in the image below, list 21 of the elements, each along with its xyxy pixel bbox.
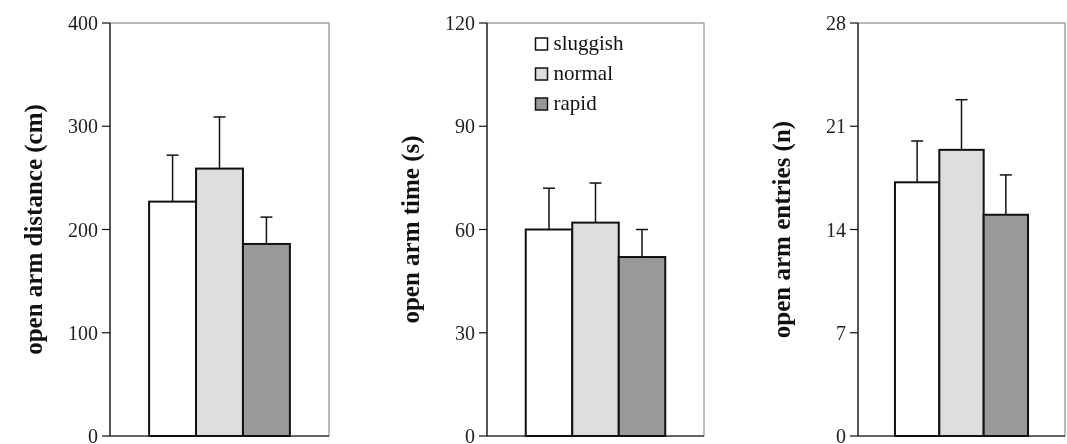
y-tick-label: 200 xyxy=(68,218,98,241)
y-tick-label: 60 xyxy=(455,218,475,241)
y-tick-label: 100 xyxy=(68,321,98,344)
y-tick-label: 28 xyxy=(826,12,846,34)
y-axis-title: open arm entries (n) xyxy=(768,120,796,339)
y-tick-label: 90 xyxy=(455,115,475,138)
y-tick-label: 400 xyxy=(68,12,98,34)
y-axis-title: open arm distance (cm) xyxy=(20,104,48,355)
y-tick-label: 21 xyxy=(826,115,846,138)
y-tick-label: 14 xyxy=(826,218,846,241)
y-tick-label: 7 xyxy=(836,321,846,344)
y-tick-label: 120 xyxy=(445,12,475,34)
legend-label: rapid xyxy=(553,91,598,115)
legend-label: normal xyxy=(553,61,614,85)
y-tick-label: 30 xyxy=(455,321,475,344)
y-tick-label: 0 xyxy=(465,425,475,444)
legend-label: sluggish xyxy=(553,31,625,55)
y-tick-label: 0 xyxy=(88,425,98,444)
y-axis-title: open arm time (s) xyxy=(397,135,425,324)
y-tick-label: 0 xyxy=(836,425,846,444)
y-tick-label: 300 xyxy=(68,115,98,138)
